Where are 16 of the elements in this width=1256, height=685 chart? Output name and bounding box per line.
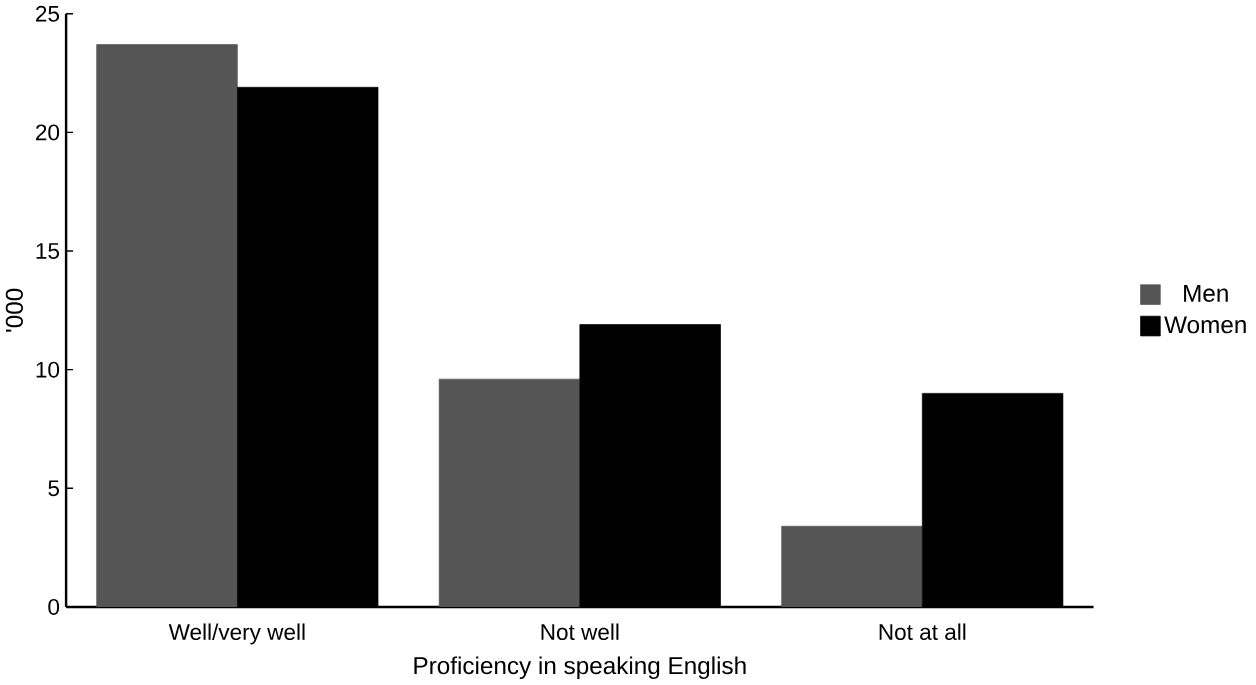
y-axis-title: '000: [5, 288, 23, 332]
x-tick-label: Not well: [541, 623, 619, 641]
x-axis-title: Proficiency in speaking English: [414, 656, 746, 680]
bar: [438, 378, 581, 608]
bar: [781, 526, 923, 608]
y-tick-label: 20: [36, 124, 60, 141]
bar: [96, 44, 238, 608]
legend-label: Women: [1164, 316, 1246, 334]
y-tick-label: 5: [48, 480, 60, 497]
y-tick-label: 0: [48, 599, 60, 615]
x-tick-label: Well/very well: [168, 623, 305, 645]
legend-label: Men: [1184, 285, 1228, 303]
y-tick-label: 25: [36, 5, 60, 22]
y-tick-label: 15: [36, 243, 60, 259]
x-tick-label: Not at all: [879, 623, 966, 641]
y-tick-label: 10: [36, 361, 60, 378]
